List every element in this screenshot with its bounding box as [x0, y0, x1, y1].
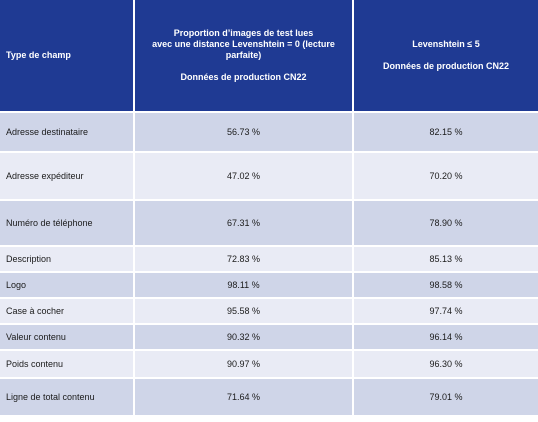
- exact-value: 47.02 %: [135, 151, 354, 199]
- header-exact-line-1: Proportion d’images de test lues: [173, 28, 314, 38]
- lev5-value: 98.58 %: [354, 271, 538, 297]
- lev5-value: 85.13 %: [354, 245, 538, 271]
- row-label: Adresse expéditeur: [0, 151, 135, 199]
- exact-value: 56.73 %: [135, 111, 354, 151]
- exact-value: 90.32 %: [135, 323, 354, 349]
- row-label: Logo: [0, 271, 135, 297]
- header-exact-line-3: parfaite): [225, 50, 262, 60]
- table-row: Numéro de téléphone 67.31 % 78.90 %: [0, 199, 538, 245]
- header-lev5-subtitle: Données de production CN22: [382, 61, 509, 71]
- exact-value: 95.58 %: [135, 297, 354, 323]
- table-row: Adresse expéditeur 47.02 % 70.20 %: [0, 151, 538, 199]
- table-row: Adresse destinataire 56.73 % 82.15 %: [0, 111, 538, 151]
- header-levenshtein-5: Levenshtein ≤ 5 Données de production CN…: [354, 0, 538, 111]
- row-label: Valeur contenu: [0, 323, 135, 349]
- header-lev5-line: Levenshtein ≤ 5: [412, 39, 480, 49]
- table-header-row: Type de champ Proportion d’images de tes…: [0, 0, 538, 111]
- table-row: Ligne de total contenu 71.64 % 79.01 %: [0, 377, 538, 415]
- exact-value: 67.31 %: [135, 199, 354, 245]
- exact-value: 72.83 %: [135, 245, 354, 271]
- row-label: Adresse destinataire: [0, 111, 135, 151]
- lev5-value: 70.20 %: [354, 151, 538, 199]
- row-label: Description: [0, 245, 135, 271]
- table-row: Valeur contenu 90.32 % 96.14 %: [0, 323, 538, 349]
- header-exact-read: Proportion d’images de test lues avec un…: [135, 0, 354, 111]
- table-row: Description 72.83 % 85.13 %: [0, 245, 538, 271]
- lev5-value: 96.14 %: [354, 323, 538, 349]
- table-row: Case à cocher 95.58 % 97.74 %: [0, 297, 538, 323]
- header-exact-subtitle: Données de production CN22: [180, 72, 307, 82]
- row-label: Numéro de téléphone: [0, 199, 135, 245]
- exact-value: 90.97 %: [135, 349, 354, 377]
- table-row: Poids contenu 90.97 % 96.30 %: [0, 349, 538, 377]
- lev5-value: 79.01 %: [354, 377, 538, 415]
- row-label: Ligne de total contenu: [0, 377, 135, 415]
- lev5-value: 97.74 %: [354, 297, 538, 323]
- row-label: Case à cocher: [0, 297, 135, 323]
- table-row: Logo 98.11 % 98.58 %: [0, 271, 538, 297]
- lev5-value: 96.30 %: [354, 349, 538, 377]
- exact-value: 98.11 %: [135, 271, 354, 297]
- header-field-type: Type de champ: [0, 0, 135, 111]
- row-label: Poids contenu: [0, 349, 135, 377]
- lev5-value: 82.15 %: [354, 111, 538, 151]
- exact-value: 71.64 %: [135, 377, 354, 415]
- lev5-value: 78.90 %: [354, 199, 538, 245]
- header-exact-line-2: avec une distance Levenshtein = 0 (lectu…: [152, 39, 335, 49]
